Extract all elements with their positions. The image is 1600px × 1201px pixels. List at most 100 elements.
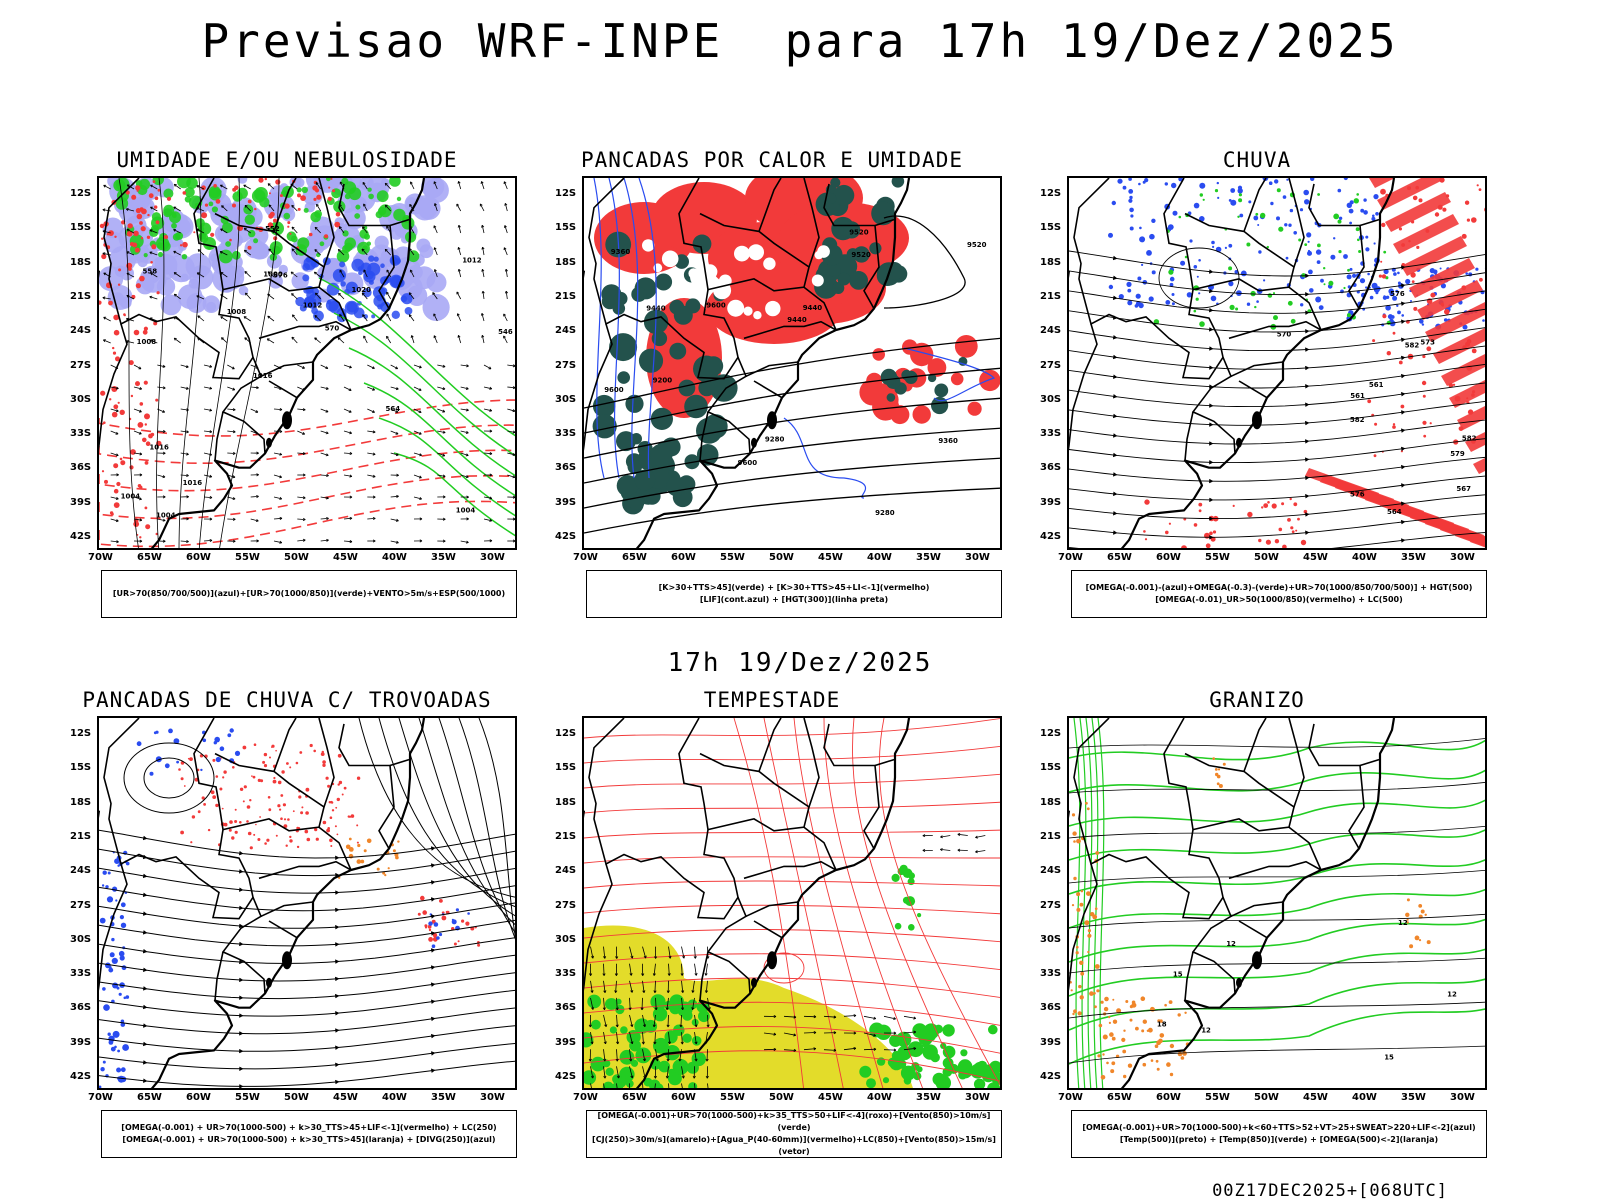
latitude-tick-label: 30S [1040, 394, 1061, 405]
contour-label: 1016 [149, 443, 169, 451]
latitude-tick-label: 18S [1040, 797, 1061, 808]
latitude-tick-label: 39S [70, 1037, 91, 1048]
contour-label: 1016 [253, 372, 273, 380]
longitude-tick-label: 45W [333, 1092, 358, 1103]
contour-label: 564 [1387, 508, 1402, 516]
longitude-tick-label: 70W [88, 552, 113, 563]
latitude-tick-label: 36S [70, 1002, 91, 1013]
latitude-tick-label: 15S [1040, 222, 1061, 233]
longitude-tick-label: 30W [1450, 552, 1475, 563]
longitude-tick-label: 40W [1352, 552, 1377, 563]
legend-box: [OMEGA(-0.001) + UR>70(1000-500) + k>30_… [101, 1110, 517, 1158]
latitude-tick-label: 27S [70, 900, 91, 911]
longitude-tick-label: 45W [818, 1092, 843, 1103]
contour-label: 9200 [653, 377, 673, 385]
contour-label: 9520 [967, 241, 987, 249]
longitude-tick-label: 55W [720, 552, 745, 563]
latitude-tick-label: 21S [1040, 831, 1061, 842]
contour-label: 9520 [849, 228, 869, 236]
latitude-tick-label: 30S [70, 934, 91, 945]
longitude-tick-label: 40W [867, 1092, 892, 1103]
longitude-tick-label: 50W [284, 552, 309, 563]
contour-label: 9520 [851, 251, 871, 259]
longitude-tick-label: 65W [622, 1092, 647, 1103]
latitude-tick-label: 18S [70, 257, 91, 268]
longitude-tick-label: 55W [1205, 552, 1230, 563]
latitude-tick-label: 39S [1040, 1037, 1061, 1048]
latitude-tick-label: 21S [1040, 291, 1061, 302]
longitude-tick-label: 55W [235, 552, 260, 563]
latitude-tick-label: 24S [70, 325, 91, 336]
longitude-tick-label: 40W [1352, 1092, 1377, 1103]
latitude-tick-label: 36S [555, 1002, 576, 1013]
panel-title: PANCADAS POR CALOR E UMIDADE [537, 148, 1007, 172]
longitude-tick-label: 70W [573, 1092, 598, 1103]
contour-label: 1004 [156, 511, 176, 519]
latitude-tick-label: 18S [1040, 257, 1061, 268]
latitude-tick-label: 15S [70, 762, 91, 773]
longitude-tick-label: 50W [284, 1092, 309, 1103]
latitude-tick-label: 42S [70, 1071, 91, 1082]
longitude-tick-label: 60W [671, 552, 696, 563]
longitude-tick-label: 65W [1107, 552, 1132, 563]
latitude-tick-label: 27S [555, 360, 576, 371]
latitude-tick-label: 15S [1040, 762, 1061, 773]
latitude-tick-label: 33S [70, 428, 91, 439]
longitude-tick-label: 45W [333, 552, 358, 563]
longitude-tick-label: 70W [88, 1092, 113, 1103]
latitude-tick-label: 27S [1040, 900, 1061, 911]
contour-label: 1016 [183, 479, 203, 487]
latitude-tick-label: 42S [70, 531, 91, 542]
longitude-tick-label: 40W [867, 552, 892, 563]
panel-title: CHUVA [1022, 148, 1492, 172]
contour-label: 15 [1173, 971, 1183, 979]
contour-label: 579 [1450, 450, 1465, 458]
longitude-tick-label: 60W [671, 1092, 696, 1103]
contour-label: 546 [498, 328, 513, 336]
latitude-tick-label: 30S [555, 394, 576, 405]
longitude-tick-label: 30W [480, 552, 505, 563]
longitude-tick-label: 35W [916, 552, 941, 563]
legend-line: [CJ(250)>30m/s](amarelo)+[Agua_P(40-60mm… [587, 1134, 1001, 1158]
latitude-tick-label: 39S [555, 1037, 576, 1048]
contour-label: 552 [265, 225, 280, 233]
longitude-tick-label: 50W [769, 552, 794, 563]
latitude-tick-label: 24S [555, 865, 576, 876]
forecast-map [97, 716, 517, 1090]
latitude-tick-label: 15S [70, 222, 91, 233]
legend-line: [Temp(500)](preto) + [Temp(850)](verde) … [1072, 1134, 1486, 1146]
legend-box: [UR>70(850/700/500)](azul)+[UR>70(1000/8… [101, 570, 517, 618]
contour-label: 9280 [875, 509, 895, 517]
contour-label: 573 [1420, 338, 1435, 346]
legend-line: [OMEGA(-0.001) + UR>70(1000-500) + k>30_… [102, 1122, 516, 1134]
longitude-tick-label: 60W [186, 1092, 211, 1103]
contour-label: 570 [325, 325, 340, 333]
legend-line: [OMEGA(-0.001) + UR>70(1000-500) + k>30_… [102, 1134, 516, 1146]
legend-line: [OMEGA(-0.01)_UR>50(1000/850)(vermelho) … [1072, 594, 1486, 606]
contour-label: 561 [1369, 381, 1384, 389]
map-plot [99, 718, 517, 1090]
longitude-tick-label: 50W [1254, 552, 1279, 563]
longitude-tick-label: 65W [622, 552, 647, 563]
contour-label: 9280 [765, 436, 785, 444]
longitude-tick-label: 50W [1254, 1092, 1279, 1103]
contour-label: 12 [1201, 1027, 1211, 1035]
contour-label: 9440 [803, 304, 823, 312]
longitude-tick-label: 60W [1156, 552, 1181, 563]
panel-title: PANCADAS DE CHUVA C/ TROVOADAS [52, 688, 522, 712]
latitude-tick-label: 39S [1040, 497, 1061, 508]
longitude-tick-label: 70W [573, 552, 598, 563]
forecast-map [582, 716, 1002, 1090]
longitude-tick-label: 35W [431, 1092, 456, 1103]
latitude-tick-label: 12S [1040, 728, 1061, 739]
latitude-tick-label: 12S [70, 188, 91, 199]
latitude-tick-label: 33S [555, 968, 576, 979]
longitude-tick-label: 35W [431, 552, 456, 563]
contour-label: 9440 [787, 316, 807, 324]
contour-label: 1012 [462, 257, 482, 265]
